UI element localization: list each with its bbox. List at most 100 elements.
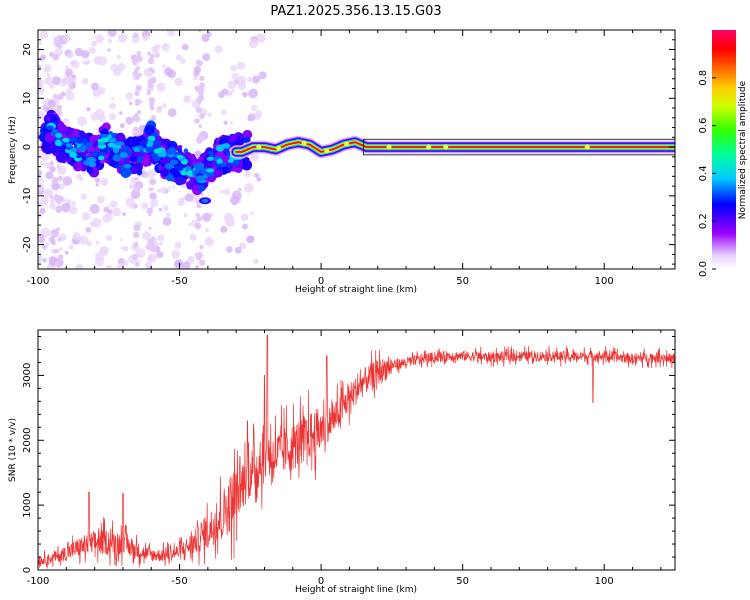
noise-streak — [148, 67, 154, 72]
noise-streak — [133, 57, 139, 63]
signal-core — [78, 144, 87, 152]
noise-streak — [149, 178, 157, 186]
noise-blob — [162, 103, 167, 109]
x-tick-label: -100 — [27, 276, 50, 287]
noise-streak — [135, 54, 140, 60]
noise-blob — [108, 113, 116, 121]
x-tick-label: 100 — [595, 576, 614, 587]
colorbar-ticks: 0.0 0.2 0.4 0.6 0.8 — [698, 70, 716, 277]
signal-core — [206, 156, 214, 161]
signal-blob — [50, 144, 61, 155]
noise-blob — [207, 112, 212, 118]
noise-blob — [220, 225, 228, 234]
noise-blob — [95, 240, 100, 245]
noise-blob — [65, 91, 75, 101]
noise-streak — [57, 194, 62, 199]
noise-blob — [252, 75, 261, 84]
noise-blob — [195, 150, 202, 157]
noise-blob — [58, 183, 65, 190]
noise-blob — [174, 241, 182, 249]
signal-blob — [208, 150, 214, 157]
noise-blob — [125, 116, 134, 125]
noise-blob — [78, 235, 89, 245]
noise-blob — [105, 234, 113, 242]
signal-core — [164, 163, 174, 170]
signal-blob — [213, 149, 218, 154]
signal-core — [205, 168, 215, 173]
noise-blob — [184, 193, 194, 202]
noise-blob — [174, 77, 183, 87]
signal-core — [65, 143, 73, 148]
noise-blob — [220, 109, 227, 116]
noise-blob — [97, 56, 108, 66]
noise-blob — [168, 186, 172, 190]
noise-streak — [200, 93, 204, 98]
noise-blob — [179, 197, 185, 203]
noise-blob — [162, 64, 166, 69]
signal-core — [195, 175, 205, 182]
noise-streak — [194, 264, 200, 269]
noise-blob — [44, 242, 50, 247]
noise-blob — [255, 33, 266, 43]
noise-blob — [96, 195, 105, 204]
noise-blob — [85, 59, 91, 65]
noise-blob — [109, 102, 117, 110]
noise-blob — [193, 66, 202, 74]
signal-blob — [108, 130, 113, 136]
noise-streak — [147, 82, 154, 89]
noise-blob — [103, 206, 109, 213]
signal-blob — [167, 142, 172, 148]
noise-blob — [119, 238, 123, 242]
signal-core — [112, 154, 122, 162]
noise-blob — [97, 86, 106, 95]
noise-blob — [250, 153, 259, 162]
noise-blob — [64, 65, 69, 69]
colorbar-gradient — [712, 30, 736, 269]
signal-blob — [223, 135, 231, 142]
noise-streak — [53, 232, 58, 237]
noise-blob — [69, 206, 78, 215]
noise-streak — [147, 91, 151, 96]
noise-blob — [80, 49, 90, 59]
signal-core — [180, 171, 190, 176]
noise-blob — [59, 247, 63, 251]
noise-streak — [57, 237, 62, 242]
y-tick-label: 1000 — [22, 492, 33, 517]
noise-blob — [39, 56, 44, 61]
noise-blob — [40, 152, 49, 161]
colorbar-tick-label: 0.2 — [698, 213, 709, 229]
noise-blob — [49, 232, 54, 237]
noise-streak — [147, 51, 151, 56]
noise-blob — [38, 146, 42, 153]
colorbar-tick-label: 0.0 — [698, 261, 709, 277]
noise-blob — [75, 264, 80, 269]
noise-blob — [247, 76, 254, 83]
noise-blob — [244, 170, 252, 178]
signal-peak — [426, 144, 432, 150]
noise-blob — [175, 54, 183, 61]
signal-core — [55, 133, 63, 138]
noise-blob — [241, 223, 248, 230]
noise-blob — [44, 76, 54, 86]
noise-blob — [49, 161, 55, 166]
signal-core — [83, 160, 91, 166]
noise-blob — [62, 176, 73, 186]
noise-blob — [254, 113, 261, 120]
y-tick-label: 20 — [22, 43, 33, 56]
noise-blob — [225, 246, 233, 253]
noise-blob — [89, 204, 100, 215]
x-tick-label: 50 — [456, 276, 469, 287]
snr-line — [38, 334, 675, 569]
colorbar-tick-label: 0.4 — [698, 165, 709, 181]
noise-blob — [227, 80, 237, 90]
signal-core — [202, 198, 209, 203]
noise-blob — [125, 92, 134, 101]
noise-streak — [147, 257, 152, 261]
noise-blob — [45, 162, 52, 169]
noise-blob — [128, 183, 135, 190]
noise-blob — [135, 248, 146, 258]
colorbar-label: Normalized spectral amplitude — [738, 80, 748, 219]
signal-blob — [197, 184, 206, 192]
signal-blob — [177, 148, 183, 154]
noise-blob — [128, 101, 133, 106]
